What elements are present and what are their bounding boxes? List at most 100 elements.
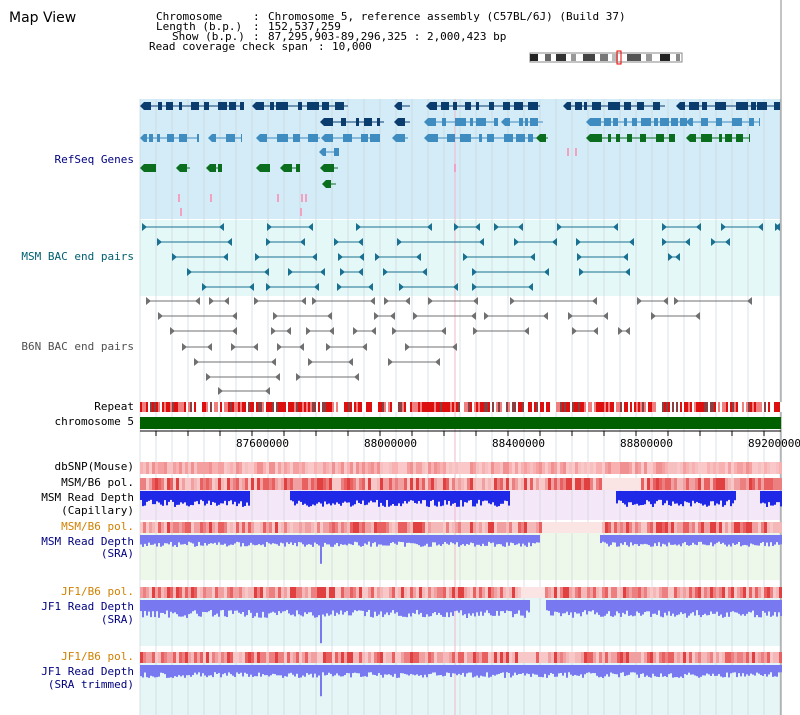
repeat-segment bbox=[266, 402, 268, 412]
read-depth-bar bbox=[282, 535, 284, 544]
track-label-dbsnp[interactable]: dbSNP(Mouse) bbox=[54, 460, 134, 473]
heat-cell bbox=[281, 522, 284, 533]
read-depth-bar bbox=[264, 535, 266, 547]
read-depth-bar bbox=[142, 600, 144, 618]
track-label-msm-b6-pol-capillary[interactable]: MSM/B6 pol. bbox=[61, 476, 134, 489]
heat-cell bbox=[650, 652, 653, 663]
heat-cell bbox=[761, 478, 764, 490]
read-depth-bar bbox=[238, 665, 240, 674]
heat-cell bbox=[686, 587, 689, 598]
read-depth-bar bbox=[152, 535, 154, 545]
read-depth-bar bbox=[216, 535, 218, 545]
read-depth-bar bbox=[454, 535, 456, 545]
read-depth-bar bbox=[160, 600, 162, 613]
track-label-jf1-read-depth-trimmed[interactable]: JF1 Read Depth bbox=[41, 665, 134, 678]
track-label-msm-read-depth-capillary[interactable]: MSM Read Depth bbox=[41, 491, 134, 504]
read-depth-bar bbox=[426, 665, 428, 678]
heat-cell bbox=[563, 522, 566, 533]
track-label-msm-b6-pol-sra[interactable]: MSM/B6 pol. bbox=[61, 520, 134, 533]
heat-cell bbox=[584, 478, 587, 490]
read-depth-bar bbox=[394, 535, 396, 544]
read-depth-bar bbox=[590, 665, 592, 674]
read-depth-bar bbox=[282, 600, 284, 612]
read-depth-bar bbox=[192, 491, 194, 506]
read-depth-bar bbox=[760, 665, 762, 676]
heat-cell bbox=[470, 522, 473, 533]
read-depth-bar bbox=[464, 535, 466, 546]
read-depth-bar bbox=[734, 535, 736, 545]
read-depth-bar bbox=[774, 665, 776, 677]
gene-exon bbox=[465, 102, 471, 110]
heat-cell bbox=[272, 652, 275, 663]
repeat-segment bbox=[304, 402, 306, 412]
read-depth-bar bbox=[246, 600, 248, 616]
heat-cell bbox=[746, 462, 749, 474]
read-depth-bar bbox=[448, 491, 450, 501]
read-depth-bar bbox=[206, 535, 208, 546]
repeat-segment bbox=[482, 402, 484, 412]
bac-end-marker bbox=[413, 312, 418, 320]
heat-cell bbox=[719, 652, 722, 663]
read-depth-bar bbox=[510, 535, 512, 543]
heat-cell bbox=[419, 652, 422, 663]
read-depth-bar bbox=[200, 535, 202, 546]
read-depth-bar bbox=[204, 665, 206, 676]
heat-cell bbox=[230, 522, 233, 533]
heat-cell bbox=[605, 462, 608, 474]
bac-end-marker bbox=[557, 223, 562, 231]
heat-cell bbox=[407, 522, 410, 533]
read-depth-bar bbox=[772, 535, 774, 547]
bac-end-marker bbox=[721, 223, 726, 231]
heat-cell bbox=[488, 652, 491, 663]
heat-cell bbox=[587, 587, 590, 598]
gene-strand-arrow bbox=[424, 118, 428, 126]
read-depth-bar bbox=[672, 665, 674, 678]
read-depth-bar bbox=[142, 535, 144, 547]
track-label-msm-read-depth-sra[interactable]: MSM Read Depth bbox=[41, 535, 134, 548]
repeat-segment bbox=[768, 402, 770, 412]
track-label-jf1-b6-pol[interactable]: JF1/B6 pol. bbox=[61, 585, 134, 598]
read-depth-bar bbox=[780, 491, 782, 507]
heat-cell bbox=[740, 478, 743, 490]
read-depth-bar bbox=[182, 665, 184, 676]
heat-cell bbox=[626, 522, 629, 533]
heat-cell bbox=[491, 587, 494, 598]
heat-cell bbox=[338, 462, 341, 474]
track-label-msm-bac[interactable]: MSM BAC end pairs bbox=[21, 250, 134, 263]
heat-cell bbox=[341, 522, 344, 533]
track-label-jf1-read-depth-sra[interactable]: JF1 Read Depth bbox=[41, 600, 134, 613]
track-label-repeat[interactable]: Repeat bbox=[94, 400, 134, 413]
track-label-chromosome[interactable]: chromosome 5 bbox=[54, 415, 134, 428]
heat-cell bbox=[578, 587, 581, 598]
read-depth-bar bbox=[776, 600, 778, 617]
gene-exon bbox=[166, 102, 173, 110]
track-label-refseq-genes[interactable]: RefSeq Genes bbox=[54, 153, 134, 166]
heat-cell bbox=[638, 462, 641, 474]
track-label-jf1-b6-pol-trimmed[interactable]: JF1/B6 pol. bbox=[61, 650, 134, 663]
heat-cell bbox=[506, 652, 509, 663]
read-depth-bar bbox=[694, 600, 696, 616]
heat-cell bbox=[287, 587, 290, 598]
heat-cell bbox=[563, 478, 566, 490]
heat-cell bbox=[449, 462, 452, 474]
heat-cell bbox=[758, 652, 761, 663]
heat-cell bbox=[716, 587, 719, 598]
read-depth-bar bbox=[516, 600, 518, 614]
heat-cell bbox=[428, 522, 431, 533]
heat-cell bbox=[569, 587, 572, 598]
heat-cell bbox=[380, 587, 383, 598]
read-depth-bar bbox=[598, 600, 600, 615]
heat-cell bbox=[437, 462, 440, 474]
heat-cell bbox=[383, 652, 386, 663]
read-depth-bar bbox=[456, 491, 458, 507]
heat-cell bbox=[659, 652, 662, 663]
track-label-b6n-bac[interactable]: B6N BAC end pairs bbox=[21, 340, 134, 353]
heat-cell bbox=[458, 462, 461, 474]
heat-cell bbox=[428, 652, 431, 663]
gene-exon bbox=[293, 134, 300, 142]
read-depth-bar bbox=[528, 665, 530, 675]
heat-cell bbox=[362, 478, 365, 490]
read-depth-bar bbox=[762, 665, 764, 676]
heat-cell bbox=[647, 652, 650, 663]
